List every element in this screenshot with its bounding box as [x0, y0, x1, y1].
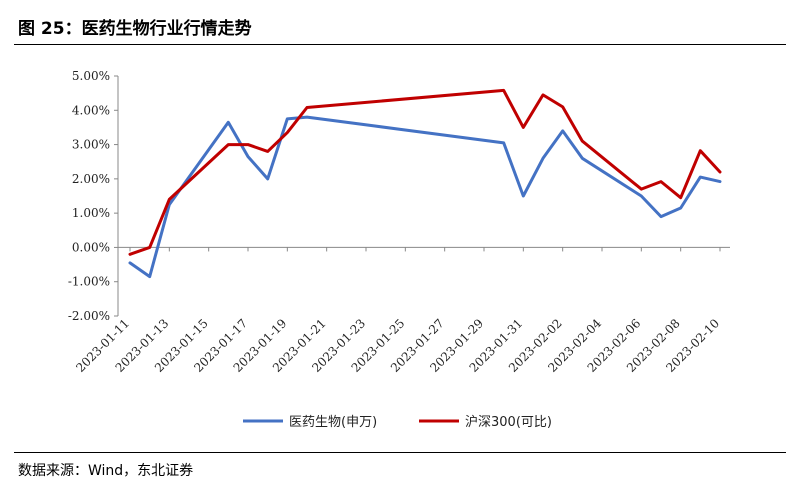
legend: 医药生物(申万) 沪深300(可比): [243, 414, 552, 430]
series-line-1: [128, 115, 722, 279]
y-tick-label: 1.00%: [72, 206, 110, 220]
y-axis: -2.00% -1.00% 0.00% 1.00% 2.00% 3.00% 4.00% 5.0…: [68, 69, 119, 323]
y-tick-label: 2.00%: [72, 172, 110, 186]
y-tick-label: -1.00%: [68, 275, 110, 289]
source-rule: [14, 452, 786, 453]
source-note: 数据来源：Wind，东北证券: [18, 463, 194, 479]
legend-label-2: 沪深300(可比): [465, 414, 552, 430]
y-tick-label: 5.00%: [72, 69, 110, 83]
series-lines: [128, 88, 722, 279]
series-line-2: [128, 88, 722, 256]
y-tick-label: 0.00%: [72, 240, 110, 254]
y-tick-label: 3.00%: [72, 138, 110, 152]
title-rule: [14, 44, 786, 45]
legend-label-1: 医药生物(申万): [289, 415, 377, 430]
y-tick-label: -2.00%: [68, 309, 110, 323]
y-tick-label: 4.00%: [72, 103, 110, 117]
x-axis: 2023-01-112023-01-132023-01-152023-01-17…: [73, 246, 730, 375]
figure-title: 图 25：医药生物行业行情走势: [18, 19, 252, 39]
